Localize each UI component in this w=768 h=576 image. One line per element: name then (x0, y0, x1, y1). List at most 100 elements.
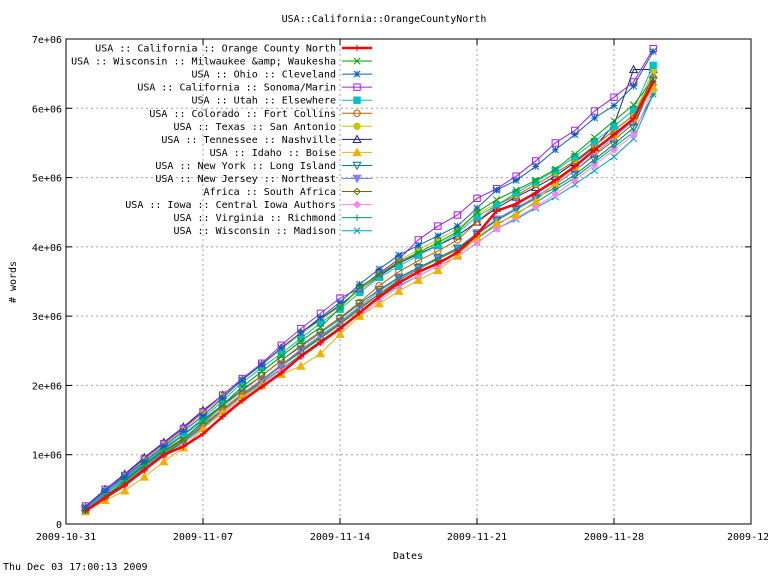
data-point (590, 107, 599, 115)
legend-label: USA :: Virginia :: Richmond (173, 213, 336, 224)
data-point (353, 96, 361, 104)
legend-entry: USA :: California :: Sonoma/Marin (137, 83, 372, 94)
series-0 (82, 78, 657, 515)
generated-timestamp: Thu Dec 03 17:00:13 2009 (3, 562, 148, 573)
data-point (179, 435, 187, 444)
data-point (512, 200, 520, 208)
data-point (413, 275, 423, 284)
data-point (353, 70, 361, 78)
data-point (336, 305, 344, 313)
legend-entry: USA :: Idaho :: Boise (210, 147, 372, 159)
data-point (589, 155, 600, 165)
data-point (219, 394, 227, 402)
data-point (297, 329, 305, 337)
data-point (492, 201, 501, 209)
data-point (199, 412, 207, 420)
y-tick-label: 1e+06 (32, 451, 62, 462)
data-point (590, 161, 599, 170)
data-point (570, 176, 579, 185)
data-point (394, 286, 404, 295)
data-point (199, 417, 207, 426)
legend-entry: USA :: Ohio :: Cleveland (192, 70, 372, 81)
data-point (394, 273, 404, 283)
data-point (630, 115, 637, 122)
data-point (352, 147, 362, 157)
data-point (120, 485, 130, 495)
data-point (353, 187, 361, 196)
data-point (570, 171, 580, 180)
data-point (610, 93, 618, 101)
legend-label: USA :: Colorado :: Fort Collins (149, 109, 336, 120)
legend-entry: USA :: Wisconsin :: Madison (173, 226, 372, 237)
data-point (179, 427, 187, 435)
legend-label: USA :: Wisconsin :: Madison (173, 226, 336, 237)
data-point (316, 323, 324, 331)
legend: USA :: California :: Orange County North… (71, 44, 372, 237)
data-point (591, 146, 598, 154)
data-point (336, 313, 344, 322)
data-point (356, 283, 364, 291)
y-axis: 0 1e+06 2e+06 3e+06 4e+06 5e+06 6e+06 7e+06 (32, 35, 751, 531)
data-point (551, 146, 559, 154)
y-tick-label: 4e+06 (32, 243, 62, 254)
data-point (630, 101, 638, 109)
series-line (85, 51, 654, 508)
data-point (630, 82, 638, 90)
legend-entry: USA :: Colorado :: Fort Collins (149, 109, 372, 120)
data-point (353, 109, 361, 117)
data-point (199, 430, 207, 438)
data-point (610, 153, 618, 161)
data-point (531, 196, 541, 205)
data-point (238, 376, 246, 384)
data-point (258, 368, 266, 376)
data-point (453, 211, 462, 219)
data-point (258, 372, 266, 380)
data-point (454, 249, 461, 256)
data-point (413, 263, 423, 273)
data-point (493, 207, 500, 215)
data-point (238, 383, 246, 391)
data-point (552, 177, 559, 184)
data-point (352, 174, 362, 184)
legend-entry: USA :: Virginia :: Richmond (173, 213, 372, 224)
data-point (532, 189, 539, 197)
y-tick-label: 3e+06 (32, 312, 62, 323)
data-point (160, 442, 168, 450)
legend-label: USA :: Idaho :: Boise (210, 148, 336, 159)
data-point (375, 271, 383, 279)
y-tick-label: 5e+06 (32, 174, 62, 185)
data-point (219, 401, 227, 409)
data-point (277, 344, 285, 352)
legend-label: USA :: Texas :: San Antonio (173, 122, 336, 133)
data-point (551, 165, 559, 173)
data-point (219, 413, 226, 420)
legend-entry: USA :: Texas :: San Antonio (173, 122, 372, 133)
data-point (297, 337, 305, 345)
series-layer (80, 45, 658, 516)
x-tick-label: 2009-11-28 (584, 532, 644, 543)
series-line (85, 65, 654, 510)
data-point (571, 163, 579, 170)
data-point (511, 210, 521, 219)
data-point (649, 61, 657, 70)
data-point (258, 361, 266, 369)
legend-entry: USA :: New York :: Long Island (155, 161, 372, 172)
data-point (375, 281, 383, 290)
legend-label: USA :: New Jersey :: Northeast (155, 174, 336, 185)
data-point (590, 114, 598, 122)
data-point (297, 341, 305, 349)
x-tick-label: 2009-11-21 (447, 532, 507, 543)
data-point (352, 161, 362, 171)
data-point (628, 64, 639, 74)
data-point (375, 293, 383, 300)
data-point (433, 265, 443, 275)
data-point (531, 202, 540, 211)
legend-entry: Africa :: South Africa (204, 187, 372, 198)
series-line (85, 88, 654, 512)
data-point (296, 361, 306, 370)
data-point (395, 251, 403, 259)
data-point (353, 200, 361, 209)
series-line (84, 81, 655, 512)
series-2 (82, 47, 657, 511)
data-point (121, 473, 129, 481)
